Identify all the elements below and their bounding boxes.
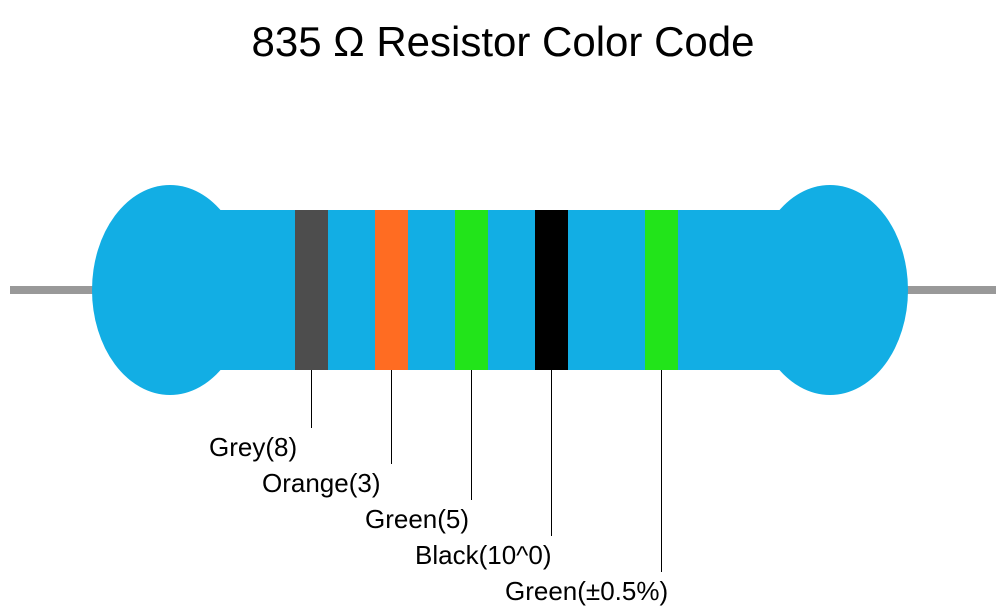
band-0 — [295, 210, 328, 370]
band-4 — [645, 210, 678, 370]
resistor-svg — [0, 90, 1006, 590]
band-label-2: Green(5) — [365, 504, 469, 535]
barrel — [170, 210, 830, 370]
resistor-diagram: Grey(8)Orange(3)Green(5)Black(10^0)Green… — [0, 90, 1006, 590]
band-label-4: Green(±0.5%) — [505, 576, 668, 607]
band-1 — [375, 210, 408, 370]
band-2 — [455, 210, 488, 370]
band-label-1: Orange(3) — [262, 468, 381, 499]
band-label-0: Grey(8) — [209, 432, 297, 463]
diagram-title: 835 Ω Resistor Color Code — [0, 18, 1006, 66]
band-label-3: Black(10^0) — [415, 540, 551, 571]
band-3 — [535, 210, 568, 370]
